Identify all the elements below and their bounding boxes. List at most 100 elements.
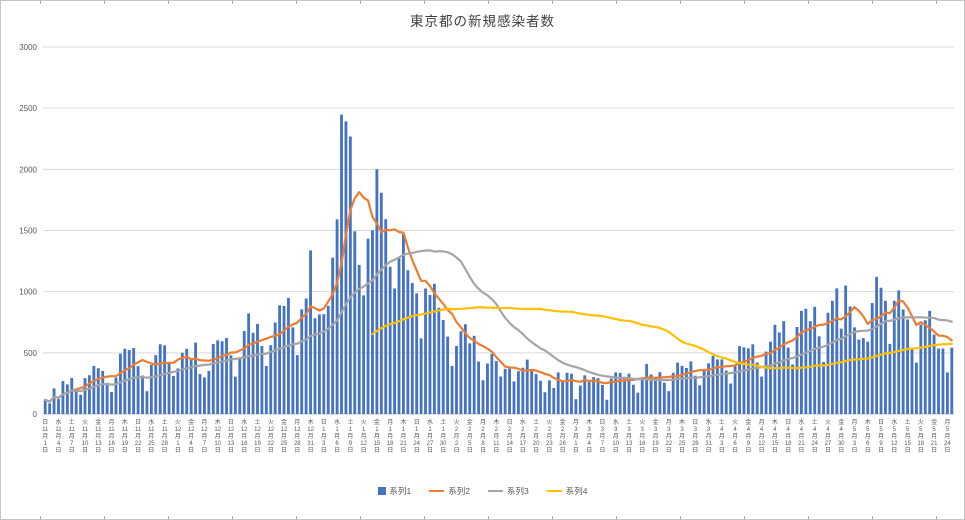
bar[interactable] (932, 334, 936, 414)
bar[interactable] (764, 351, 768, 414)
bar[interactable] (357, 264, 361, 414)
bar[interactable] (481, 380, 485, 414)
bar[interactable] (729, 383, 733, 414)
bar[interactable] (141, 375, 144, 414)
bar[interactable] (225, 338, 228, 414)
bar[interactable] (830, 300, 834, 414)
bar[interactable] (406, 270, 410, 414)
bar[interactable] (300, 309, 304, 414)
bar[interactable] (941, 348, 945, 414)
bar[interactable] (260, 345, 264, 414)
bar[interactable] (888, 343, 892, 414)
bar[interactable] (176, 368, 180, 414)
legend-item-series4[interactable]: 系列4 (546, 485, 587, 497)
bar[interactable] (118, 353, 122, 414)
bar[interactable] (578, 385, 582, 414)
bar[interactable] (658, 372, 662, 414)
bar[interactable] (295, 355, 299, 414)
bar[interactable] (826, 312, 830, 414)
bar[interactable] (490, 353, 494, 414)
bar[interactable] (698, 385, 702, 414)
bar[interactable] (910, 347, 914, 414)
bar[interactable] (702, 369, 706, 414)
bar[interactable] (83, 378, 87, 414)
bar[interactable] (835, 288, 839, 414)
bar[interactable] (543, 392, 547, 414)
bar[interactable] (242, 331, 246, 414)
bar[interactable] (459, 331, 463, 414)
bar[interactable] (844, 285, 848, 414)
bar[interactable] (189, 359, 193, 414)
bar[interactable] (654, 376, 657, 414)
bar[interactable] (145, 391, 149, 414)
bar[interactable] (676, 362, 680, 414)
bar[interactable] (48, 403, 52, 414)
bar[interactable] (583, 375, 587, 414)
bar[interactable] (207, 370, 211, 414)
bar[interactable] (605, 399, 609, 414)
bar[interactable] (592, 377, 595, 414)
bar[interactable] (198, 373, 202, 414)
bar[interactable] (185, 348, 189, 414)
bar[interactable] (256, 323, 259, 414)
bar[interactable] (649, 374, 653, 414)
bar[interactable] (645, 363, 649, 414)
bar[interactable] (680, 365, 684, 414)
bar[interactable] (366, 238, 370, 414)
bar[interactable] (773, 324, 777, 414)
bar[interactable] (52, 388, 56, 414)
bar[interactable] (614, 372, 618, 414)
bar[interactable] (309, 250, 312, 414)
bar[interactable] (304, 298, 308, 414)
bar[interactable] (402, 234, 405, 414)
bar[interactable] (813, 306, 817, 414)
bar[interactable] (897, 290, 901, 414)
bar[interactable] (636, 392, 640, 414)
bar[interactable] (70, 378, 74, 414)
bar[interactable] (822, 362, 825, 414)
bar[interactable] (777, 332, 781, 414)
bar[interactable] (344, 121, 348, 415)
bar[interactable] (43, 399, 47, 414)
bar[interactable] (512, 381, 516, 414)
bar[interactable] (508, 368, 511, 414)
bar[interactable] (547, 380, 551, 414)
bar[interactable] (415, 293, 419, 414)
bar[interactable] (216, 340, 220, 414)
bar[interactable] (149, 364, 153, 414)
bar[interactable] (375, 169, 379, 414)
bar[interactable] (693, 375, 697, 414)
bar[interactable] (937, 348, 940, 414)
bar[interactable] (468, 343, 472, 414)
bar[interactable] (379, 192, 383, 414)
bar[interactable] (945, 372, 949, 414)
bar[interactable] (906, 319, 909, 414)
bar[interactable] (79, 394, 83, 414)
bar[interactable] (839, 328, 843, 414)
bar[interactable] (879, 287, 883, 414)
bar[interactable] (516, 371, 520, 414)
bar[interactable] (167, 362, 171, 414)
bar[interactable] (158, 344, 162, 414)
bar[interactable] (884, 300, 887, 414)
bar[interactable] (105, 382, 109, 414)
bar[interactable] (446, 336, 450, 414)
bar[interactable] (211, 344, 215, 414)
bar[interactable] (795, 327, 799, 414)
bar[interactable] (742, 347, 746, 414)
bar[interactable] (233, 376, 237, 414)
bar[interactable] (853, 327, 856, 414)
bar[interactable] (534, 373, 538, 414)
bar[interactable] (273, 322, 277, 414)
bar[interactable] (455, 345, 458, 414)
bar[interactable] (291, 327, 295, 414)
bar[interactable] (494, 360, 498, 414)
bar[interactable] (322, 314, 326, 414)
bar[interactable] (503, 368, 507, 414)
bar[interactable] (287, 297, 290, 414)
bar[interactable] (746, 348, 750, 414)
bar[interactable] (278, 305, 282, 414)
bar[interactable] (724, 370, 728, 414)
bar[interactable] (57, 399, 60, 414)
